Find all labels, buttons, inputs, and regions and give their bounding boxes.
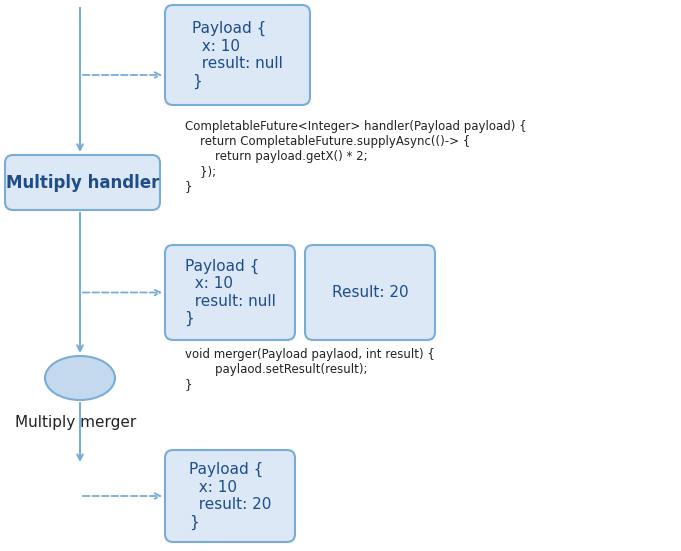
FancyBboxPatch shape <box>165 5 310 105</box>
Text: Payload {
  x: 10
  result: 20
}: Payload { x: 10 result: 20 } <box>189 462 271 530</box>
FancyBboxPatch shape <box>305 245 435 340</box>
Text: Result: 20: Result: 20 <box>332 285 409 300</box>
FancyBboxPatch shape <box>5 155 160 210</box>
FancyBboxPatch shape <box>165 450 295 542</box>
Text: Multiply handler: Multiply handler <box>6 174 159 192</box>
Text: void merger(Payload paylaod, int result) {
        paylaod.setResult(result);
}: void merger(Payload paylaod, int result)… <box>185 348 435 391</box>
Text: Payload {
  x: 10
  result: null
}: Payload { x: 10 result: null } <box>185 259 275 326</box>
Text: CompletableFuture<Integer> handler(Payload payload) {
    return CompletableFutu: CompletableFuture<Integer> handler(Paylo… <box>185 120 526 193</box>
Text: Multiply merger: Multiply merger <box>15 415 136 430</box>
Ellipse shape <box>45 356 115 400</box>
FancyBboxPatch shape <box>165 245 295 340</box>
Text: Payload {
  x: 10
  result: null
}: Payload { x: 10 result: null } <box>192 21 283 89</box>
